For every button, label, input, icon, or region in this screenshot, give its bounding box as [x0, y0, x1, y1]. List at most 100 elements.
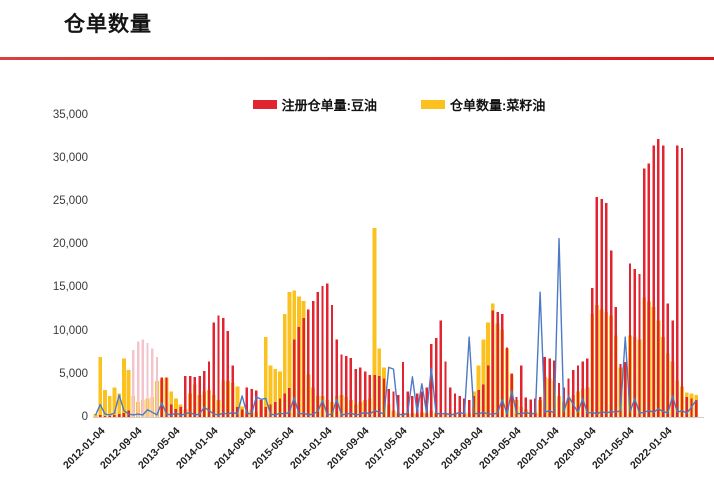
bar-soybean-oil — [117, 414, 121, 418]
bar-soybean-oil — [311, 300, 315, 418]
bar-soybean-oil — [401, 362, 405, 418]
bar-soybean-oil — [193, 376, 197, 418]
bar-soybean-oil — [250, 388, 253, 418]
bar-soybean-oil — [132, 350, 135, 418]
bar-soybean-oil — [624, 362, 627, 418]
bar-soybean-oil — [538, 396, 542, 418]
bar-soybean-oil — [141, 339, 144, 418]
bar-soybean-oil — [666, 303, 670, 418]
bar-soybean-oil — [122, 413, 126, 418]
y-tick-label: 0 — [81, 411, 88, 423]
bar-soybean-oil — [359, 367, 362, 418]
bar-rapeseed-oil — [282, 313, 287, 418]
bar-soybean-oil — [99, 414, 102, 418]
bar-soybean-oil — [212, 322, 215, 418]
y-tick-label: 35,000 — [52, 108, 88, 121]
bar-soybean-oil — [278, 398, 282, 418]
bar-soybean-oil — [524, 397, 528, 418]
bar-soybean-oil — [297, 326, 301, 418]
y-tick-label: 20,000 — [52, 238, 88, 251]
bar-soybean-oil — [685, 396, 688, 418]
legend-item-soybean-oil: 注册仓单量:豆油 — [252, 95, 377, 114]
bar-soybean-oil — [274, 401, 277, 418]
bar-soybean-oil — [363, 371, 367, 418]
bar-soybean-oil — [510, 373, 513, 418]
bar-rapeseed-oil — [121, 358, 126, 418]
bar-soybean-oil — [349, 357, 353, 418]
bar-soybean-oil — [179, 407, 182, 418]
legend-swatch-red — [252, 99, 277, 109]
bar-soybean-oil — [103, 415, 107, 418]
bar-soybean-oil — [406, 391, 409, 418]
bar-soybean-oil — [335, 339, 338, 418]
bar-soybean-oil — [680, 147, 684, 418]
bar-soybean-oil — [203, 370, 206, 418]
bar-rapeseed-oil — [278, 371, 282, 418]
bar-soybean-oil — [188, 376, 192, 418]
bar-soybean-oil — [264, 407, 267, 418]
bar-soybean-oil — [415, 393, 419, 418]
bar-rapeseed-oil — [481, 339, 486, 418]
bar-soybean-oil — [146, 343, 149, 418]
bar-soybean-oil — [292, 339, 296, 418]
bar-soybean-oil — [330, 305, 334, 418]
bar-rapeseed-oil — [273, 369, 278, 418]
y-tick-label: 30,000 — [52, 151, 88, 164]
bar-soybean-oil — [113, 414, 116, 418]
bar-soybean-oil — [307, 309, 310, 418]
bar-soybean-oil — [661, 145, 665, 418]
bar-soybean-oil — [302, 318, 305, 418]
bar-soybean-oil — [425, 387, 428, 418]
bar-rapeseed-oil — [126, 369, 131, 418]
bar-soybean-oil — [373, 375, 376, 418]
bar-soybean-oil — [207, 361, 211, 418]
bar-soybean-oil — [444, 361, 447, 418]
bar-soybean-oil — [165, 377, 168, 418]
bar-soybean-oil — [420, 391, 424, 418]
legend-label-rapeseed-oil: 仓单数量:菜籽油 — [450, 97, 546, 113]
bar-rapeseed-oil — [112, 387, 117, 418]
bar-soybean-oil — [378, 376, 381, 418]
bar-soybean-oil — [392, 391, 395, 418]
bar-soybean-oil — [382, 378, 386, 418]
bar-soybean-oil — [439, 320, 442, 418]
bar-soybean-oil — [368, 375, 372, 418]
bar-soybean-oil — [515, 396, 518, 418]
bar-soybean-oil — [226, 331, 230, 418]
bar-soybean-oil — [486, 365, 490, 418]
bar-soybean-oil — [283, 393, 286, 418]
bar-soybean-oil — [397, 395, 400, 418]
bar-soybean-oil — [240, 409, 244, 418]
bar-soybean-oil — [619, 363, 622, 418]
bar-rapeseed-oil — [372, 228, 377, 418]
bar-soybean-oil — [586, 358, 589, 418]
bar-rapeseed-oil — [263, 337, 268, 418]
bar-rapeseed-oil — [98, 357, 103, 418]
bar-soybean-oil — [430, 344, 433, 418]
bar-rapeseed-oil — [93, 414, 98, 418]
bar-rapeseed-oil — [235, 386, 240, 418]
bar-soybean-oil — [633, 268, 636, 418]
legend-label-soybean-oil: 注册仓单量:豆油 — [281, 97, 377, 113]
bar-soybean-oil — [169, 404, 173, 418]
bar-soybean-oil — [155, 357, 159, 418]
bar-rapeseed-oil — [107, 395, 112, 418]
bar-soybean-oil — [628, 263, 632, 418]
legend-swatch-yellow — [421, 99, 445, 109]
bar-soybean-oil — [576, 365, 580, 418]
bar-soybean-oil — [647, 163, 651, 418]
bar-soybean-oil — [638, 274, 641, 418]
bar-soybean-oil — [695, 400, 698, 418]
title-divider-line — [0, 57, 714, 60]
bar-soybean-oil — [676, 145, 679, 418]
bar-soybean-oil — [326, 283, 329, 418]
bar-soybean-oil — [160, 377, 163, 418]
bar-soybean-oil — [222, 318, 225, 418]
bar-soybean-oil — [642, 168, 646, 418]
bar-rapeseed-oil — [169, 391, 174, 418]
bar-soybean-oil — [605, 203, 608, 418]
bar-soybean-oil — [411, 395, 414, 418]
bar-soybean-oil — [548, 358, 551, 418]
